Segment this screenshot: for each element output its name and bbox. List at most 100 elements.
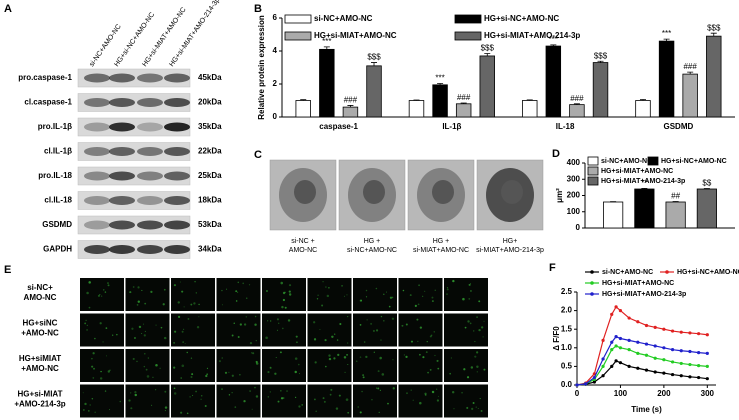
fluorescence-spot xyxy=(294,396,297,398)
legend-label: HG+si-MIAT+AMO-NC xyxy=(602,280,674,287)
fluorescence-spot xyxy=(249,390,251,392)
fluorescence-spot xyxy=(343,356,347,359)
fluorescence-spot xyxy=(316,298,319,300)
blot-band xyxy=(164,147,190,156)
fluorescence-spot xyxy=(106,355,108,357)
fluorescence-spot xyxy=(356,360,358,362)
fluorescence-spot xyxy=(99,377,103,380)
fluorescence-spot xyxy=(84,402,87,406)
y-tick-label: 4 xyxy=(273,46,278,55)
fluorescence-spot xyxy=(104,291,107,293)
fluorescence-spot xyxy=(287,319,291,322)
fluorescence-spot xyxy=(101,295,103,297)
fluorescence-spot xyxy=(375,329,379,332)
blot-band xyxy=(84,171,110,181)
legend-label: HG+si-NC+AMO-NC xyxy=(677,269,739,276)
row-label: cl.IL-18 xyxy=(44,196,72,205)
fluorescence-spot xyxy=(206,367,209,370)
image-tile xyxy=(125,349,170,382)
bar xyxy=(569,104,585,118)
image-tile xyxy=(80,278,124,311)
error-bar xyxy=(437,83,444,85)
blot-band xyxy=(164,122,190,132)
image-tile xyxy=(307,278,352,311)
fluorescence-spot xyxy=(346,294,348,296)
y-tick-label: 2.5 xyxy=(561,287,573,296)
bar xyxy=(479,55,495,118)
significance-label: ** xyxy=(641,178,647,187)
blot-band xyxy=(109,122,135,132)
fluorescence-spot xyxy=(274,372,277,375)
fluorescence-spot xyxy=(479,397,481,400)
fluorescence-spot xyxy=(431,390,435,394)
fluorescence-spot xyxy=(84,322,87,325)
fluorescence-spot xyxy=(91,365,94,368)
y-tick-label: 0 xyxy=(273,112,278,121)
fluorescence-spot xyxy=(251,352,253,354)
fluorescence-spot xyxy=(103,289,105,291)
fluorescence-spot xyxy=(452,279,455,283)
fluorescence-spot xyxy=(164,390,167,393)
fluorescence-spot xyxy=(279,351,282,354)
fluorescence-spot xyxy=(477,407,479,410)
fluorescence-spot xyxy=(363,341,366,343)
fluorescence-spot xyxy=(453,408,455,410)
legend-label: si-NC+AMO-NC xyxy=(602,269,653,276)
fluorescence-spot xyxy=(391,296,394,299)
point xyxy=(670,329,675,333)
error-bar xyxy=(573,103,580,105)
fluorescence-spot xyxy=(379,356,382,360)
fluorescence-spot xyxy=(337,353,340,357)
fluorescence-spot xyxy=(426,340,428,343)
fluorescence-spot xyxy=(155,364,158,367)
error-bar xyxy=(347,105,354,108)
fluorescence-spot xyxy=(276,318,279,321)
fluorescence-spot xyxy=(173,387,176,390)
fluorescence-spot xyxy=(105,327,108,330)
image-tile xyxy=(216,384,261,418)
fluorescence-spot xyxy=(333,357,336,360)
fluorescence-spot xyxy=(288,284,292,287)
image-tile xyxy=(444,384,488,418)
fluorescence-spot xyxy=(99,322,102,325)
blot-band xyxy=(109,245,135,254)
legend-label: si-NC+AMO-NC xyxy=(601,158,652,165)
fluorescence-spot xyxy=(409,294,412,297)
y-tick-label: 1.0 xyxy=(561,343,573,352)
fluorescence-spot xyxy=(237,281,239,284)
fluorescence-spot xyxy=(276,329,279,331)
band-size: 25kDa xyxy=(198,171,222,180)
fluorescence-spot xyxy=(324,339,327,342)
fluorescence-spot xyxy=(82,392,84,394)
fluorescence-spot xyxy=(243,323,247,326)
fluorescence-spot xyxy=(131,327,134,330)
point xyxy=(662,346,666,350)
fluorescence-spot xyxy=(254,323,257,326)
fluorescence-spot xyxy=(233,322,235,324)
fluorescence-spot xyxy=(478,300,481,303)
fluorescence-spot xyxy=(163,336,167,340)
image-tile xyxy=(262,384,306,418)
point xyxy=(644,368,649,372)
point xyxy=(618,361,623,365)
legend-swatch xyxy=(587,156,599,166)
fluorescence-spot xyxy=(372,329,375,333)
fluorescence-spot xyxy=(204,405,207,408)
fluorescence-spot xyxy=(173,341,176,344)
point xyxy=(670,372,675,377)
fluorescence-spot xyxy=(334,333,336,335)
blot-band xyxy=(109,98,135,107)
image-tile xyxy=(171,313,215,347)
fluorescence-spot xyxy=(385,291,388,293)
legend-swatch xyxy=(587,176,599,186)
error-bar xyxy=(710,32,717,37)
fluorescence-spot xyxy=(345,398,349,401)
point xyxy=(601,338,605,342)
fluorescence-spot xyxy=(392,387,395,390)
fluorescence-spot xyxy=(265,336,268,340)
column-header: HG+si-MIAT+AMO-214-3p xyxy=(168,0,221,68)
fluorescence-spot xyxy=(365,355,368,359)
x-tick-label: 300 xyxy=(701,389,715,398)
fluorescence-spot xyxy=(410,340,413,343)
point xyxy=(644,353,649,357)
